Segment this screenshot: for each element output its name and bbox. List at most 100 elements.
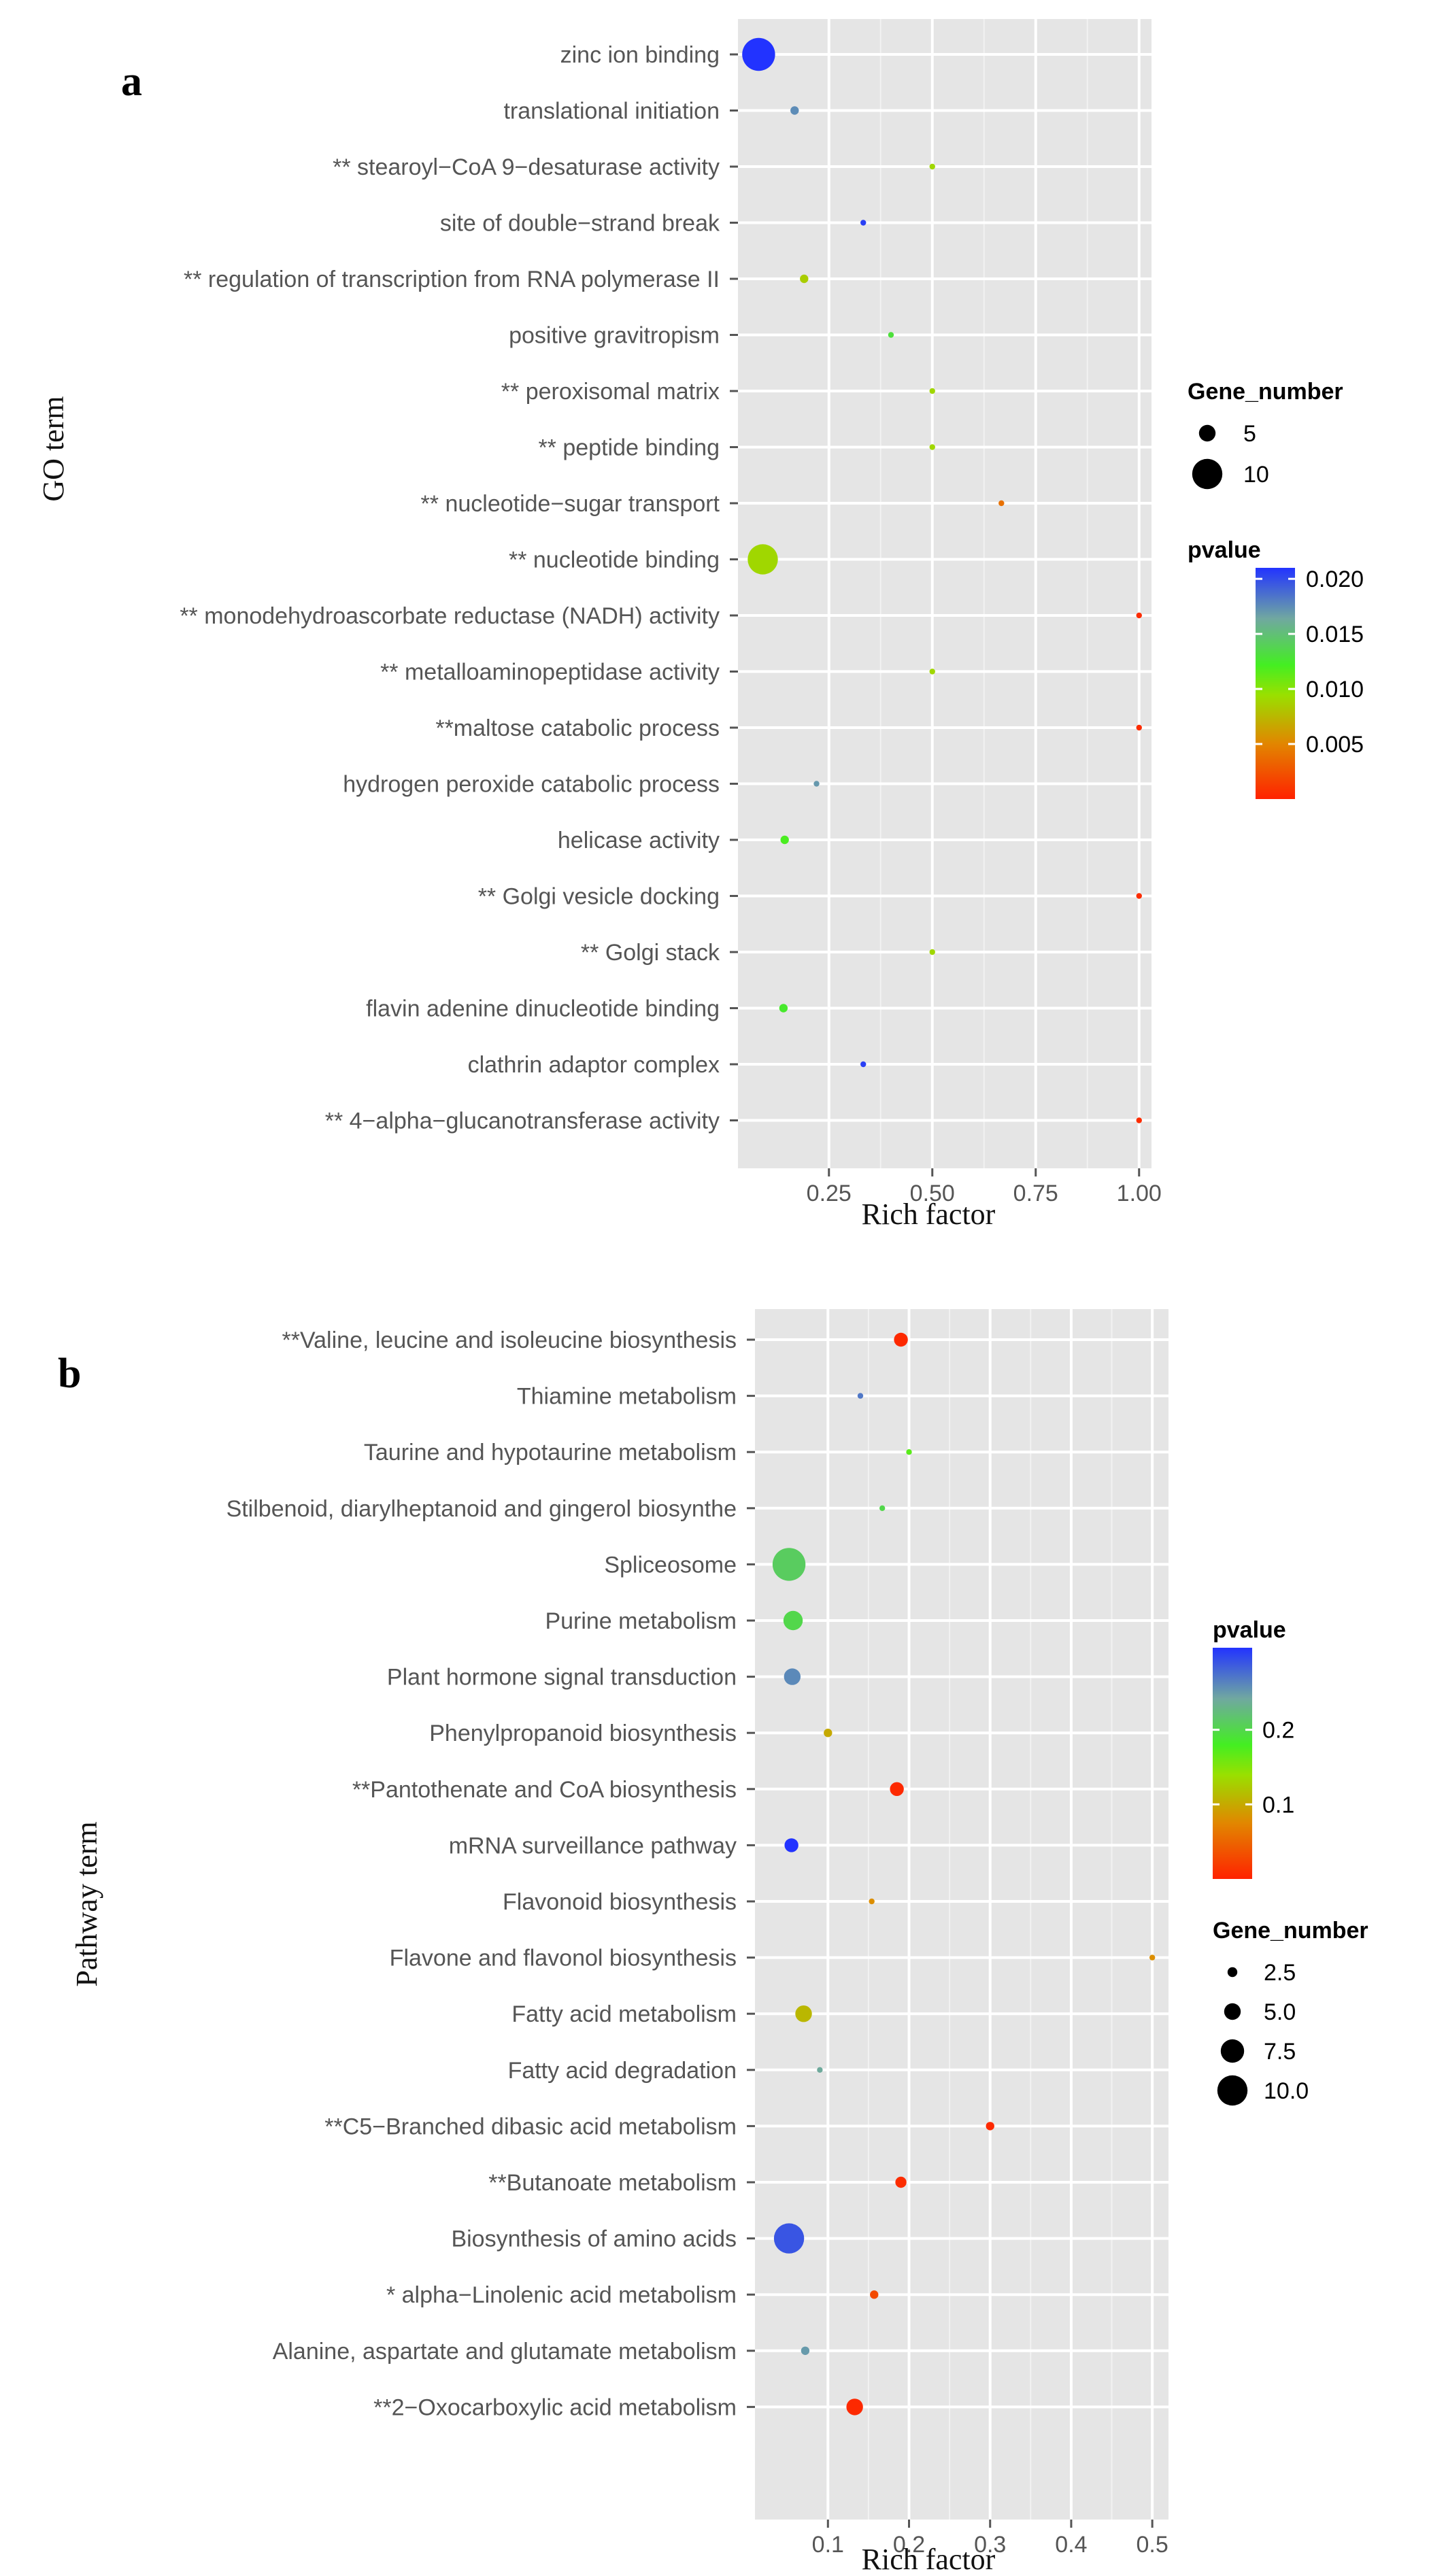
term-label: ** nucleotide−sugar transport (421, 491, 720, 517)
data-point (879, 1505, 886, 1511)
pathway-y-axis-title: Pathway term (70, 1821, 103, 1986)
go-points (742, 37, 1142, 1123)
pathway-x-axis-title: Rich factor (862, 2543, 996, 2576)
term-label: Spliceosome (604, 1552, 737, 1578)
data-point (790, 106, 799, 115)
data-point (870, 2290, 879, 2299)
term-label: Taurine and hypotaurine metabolism (364, 1440, 737, 1465)
term-label: ** Golgi vesicle docking (478, 884, 720, 910)
data-point (780, 835, 789, 845)
term-label: Alanine, aspartate and glutamate metabol… (273, 2339, 737, 2365)
panel-label-b: b (58, 1351, 81, 1397)
size-legend-label: 7.5 (1264, 2039, 1296, 2065)
go-colorbar (1256, 568, 1295, 799)
data-point (890, 1782, 904, 1796)
size-legend-label: 10.0 (1264, 2078, 1309, 2104)
pathway-plot-area (755, 1309, 1168, 2520)
term-label: helicase activity (558, 828, 720, 853)
x-tick-label: 0.4 (1055, 2532, 1087, 2558)
data-point (860, 220, 867, 226)
data-point (824, 1729, 833, 1738)
term-label: * alpha−Linolenic acid metabolism (386, 2282, 737, 2308)
pathway-colorbar (1213, 1648, 1252, 1879)
pathway-size-legend: Gene_number 2.5 5.0 7.5 10.0 (1213, 1918, 1368, 2106)
data-point (813, 781, 820, 787)
go-x-ticks: 0.25 0.50 0.75 1.00 (807, 1168, 1162, 1206)
term-label: zinc ion binding (560, 42, 720, 68)
pathway-color-legend: pvalue 0.2 0.1 (1213, 1617, 1294, 1879)
data-point (1149, 1954, 1156, 1961)
data-point (784, 1838, 798, 1852)
go-y-axis-title: GO term (37, 396, 70, 501)
term-label: Biosynthesis of amino acids (451, 2226, 737, 2252)
term-label: ** 4−alpha−glucanotransferase activity (325, 1108, 720, 1134)
size-legend-dot (1217, 2075, 1248, 2106)
x-tick-label: 0.3 (974, 2532, 1006, 2558)
pathway-color-legend-title: pvalue (1213, 1617, 1286, 1643)
pathway-gridlines (755, 1309, 1168, 2520)
data-point (817, 2067, 823, 2073)
data-point (801, 2346, 810, 2355)
go-size-legend-title: Gene_number (1188, 379, 1343, 405)
go-enrichment-panel: a zinc ion binding translational initiati… (37, 19, 1364, 1231)
x-tick-label: 0.5 (1137, 2532, 1168, 2558)
go-size-legend: Gene_number 5 10 (1188, 379, 1343, 490)
x-tick-label: 0.1 (812, 2532, 844, 2558)
term-label: positive gravitropism (509, 323, 720, 349)
go-color-legend: pvalue 0.020 0.015 0.010 0.005 (1188, 537, 1364, 799)
colorbar-label: 0.2 (1262, 1718, 1294, 1744)
term-label: hydrogen peroxide catabolic process (343, 772, 720, 798)
term-label: ** stearoyl−CoA 9−desaturase activity (333, 154, 720, 180)
term-label: translational initiation (503, 99, 720, 124)
pathway-points (772, 1332, 1156, 2416)
data-point (929, 163, 935, 170)
term-label: Plant hormone signal transduction (387, 1665, 737, 1691)
term-label: **Pantothenate and CoA biosynthesis (352, 1777, 737, 1803)
data-point (895, 2176, 907, 2188)
term-label: Purine metabolism (545, 1608, 737, 1634)
data-point (783, 1610, 803, 1631)
term-label: ** Golgi stack (581, 940, 720, 966)
data-point (929, 388, 935, 394)
data-point (929, 949, 935, 955)
term-label: Flavone and flavonol biosynthesis (390, 1946, 737, 1971)
panel-label-a: a (121, 58, 142, 105)
go-x-axis-title: Rich factor (862, 1198, 996, 1231)
pathway-enrichment-panel: b **Valine, leucine and isoleucine biosy… (58, 1309, 1368, 2576)
term-label: site of double−strand break (440, 211, 720, 237)
term-label: Stilbenoid, diarylheptanoid and gingerol… (226, 1496, 737, 1522)
term-label: ** monodehydroascorbate reductase (NADH)… (180, 603, 720, 629)
term-label: **C5−Branched dibasic acid metabolism (324, 2114, 737, 2139)
term-label: Fatty acid degradation (508, 2058, 737, 2084)
term-label: Fatty acid metabolism (511, 2001, 737, 2027)
data-point (1136, 724, 1142, 731)
term-label: ** regulation of transcription from RNA … (184, 267, 720, 292)
term-label: ** metalloaminopeptidase activity (380, 660, 720, 685)
go-color-legend-title: pvalue (1188, 537, 1261, 563)
term-label: clathrin adaptor complex (468, 1052, 720, 1078)
colorbar-label: 0.020 (1306, 566, 1364, 592)
term-label: **Valine, leucine and isoleucine biosynt… (282, 1327, 737, 1353)
size-legend-label: 5.0 (1264, 1999, 1296, 2025)
data-point (779, 1004, 788, 1013)
data-point (1136, 893, 1142, 899)
colorbar-label: 0.005 (1306, 732, 1364, 758)
data-point (784, 1668, 801, 1685)
size-legend-dot (1224, 2003, 1241, 2020)
term-label: ** peroxisomal matrix (501, 379, 720, 405)
colorbar-label: 0.010 (1306, 677, 1364, 702)
data-point (800, 274, 809, 284)
size-legend-dot (1198, 424, 1216, 442)
x-tick-label: 0.2 (893, 2532, 925, 2558)
data-point (772, 1548, 806, 1581)
term-label: **Butanoate metabolism (488, 2170, 737, 2196)
term-label: **2−Oxocarboxylic acid metabolism (373, 2394, 737, 2420)
term-label: Thiamine metabolism (517, 1384, 737, 1410)
colorbar-label: 0.015 (1306, 622, 1364, 647)
size-legend-dot (1192, 458, 1223, 490)
data-point (1136, 612, 1142, 619)
data-point (906, 1449, 912, 1455)
term-label: ** nucleotide binding (509, 547, 720, 573)
data-point (998, 500, 1005, 507)
